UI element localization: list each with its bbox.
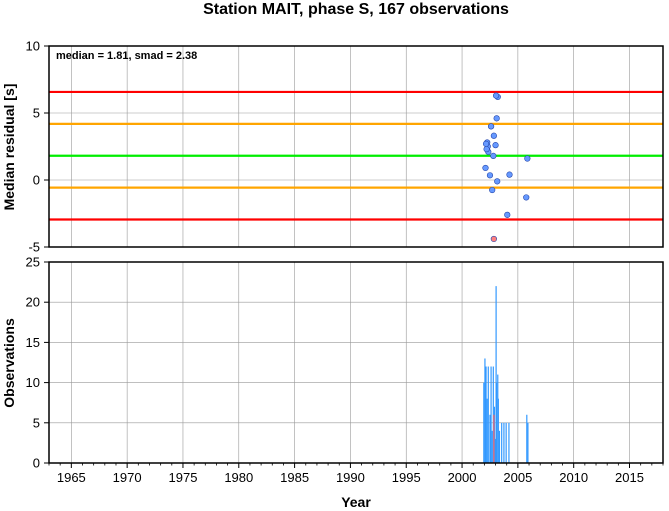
x-tick-label: 1970 <box>113 470 142 485</box>
chart-title: Station MAIT, phase S, 167 observations <box>203 1 509 18</box>
residual-point <box>482 164 489 172</box>
observations-y-tick-label: 10 <box>26 375 40 390</box>
x-axis-label: Year <box>341 494 371 510</box>
residual-panel: 10 5 0 -5 median = 1.81, smad = 2.38 Median… <box>1 39 664 255</box>
observation-bar <box>526 414 528 463</box>
observation-bar <box>486 398 488 463</box>
residual-point <box>524 155 531 162</box>
observation-bar <box>501 422 503 463</box>
observation-bar <box>498 430 501 463</box>
observation-bar <box>508 422 510 463</box>
residual-y-tick-label: 0 <box>33 173 40 188</box>
residual-point <box>489 186 496 194</box>
observation-bar <box>527 422 529 463</box>
observation-bar <box>485 366 487 463</box>
observations-plot-border <box>48 261 664 464</box>
observations-x-ticks: 1965 1970 1975 1980 1985 1990 1995 2000 2005 2010… <box>48 463 664 485</box>
median-smad-annotation: median = 1.81, smad = 2.38 <box>56 50 197 62</box>
observation-bar <box>483 382 485 463</box>
residual-y-tick-label: -5 <box>28 240 40 255</box>
residual-point <box>523 194 530 201</box>
observations-y-tick-label: 5 <box>33 415 40 430</box>
residual-reference-lines <box>49 90 663 221</box>
residual-point <box>504 211 511 218</box>
residual-point <box>494 178 501 185</box>
observation-bar <box>491 430 493 463</box>
observation-bar <box>496 382 498 463</box>
observation-bar <box>503 422 505 463</box>
residual-plot-border <box>48 45 664 248</box>
residual-y-tick-label: 5 <box>33 106 40 121</box>
residual-point <box>506 171 513 178</box>
residual-point <box>483 146 490 153</box>
observation-bar <box>487 366 489 463</box>
observations-y-ticks: 25 20 15 10 5 0 <box>26 255 49 471</box>
residual-y-ticks: 10 5 0 -5 <box>26 39 49 255</box>
x-tick-label: 2000 <box>448 470 477 485</box>
residual-point <box>487 123 495 130</box>
residual-points <box>482 92 531 243</box>
x-tick-label: 2005 <box>503 470 532 485</box>
x-tick-label: 1995 <box>392 470 421 485</box>
residual-point <box>486 172 494 179</box>
observation-bar <box>493 414 495 463</box>
residual-y-tick-label: 10 <box>26 39 40 54</box>
residual-point <box>493 92 500 99</box>
x-tick-label: 1985 <box>280 470 309 485</box>
residual-y-axis-label: Median residual [s] <box>1 84 17 211</box>
residual-point <box>482 140 490 147</box>
residual-plot-frame <box>49 46 663 247</box>
observations-y-axis-label: Observations <box>1 318 17 408</box>
x-tick-label: 2015 <box>615 470 644 485</box>
residual-point <box>492 142 499 149</box>
observation-bar <box>495 286 497 463</box>
observation-bar <box>489 414 491 463</box>
x-tick-label: 2010 <box>559 470 588 485</box>
x-tick-label: 1980 <box>224 470 253 485</box>
residual-point <box>490 152 497 159</box>
observations-y-tick-label: 25 <box>26 255 40 270</box>
observations-y-tick-label: 20 <box>26 295 40 310</box>
observation-bar <box>505 422 507 463</box>
x-tick-label: 1990 <box>336 470 365 485</box>
observations-y-tick-label: 15 <box>26 335 40 350</box>
observation-bar <box>490 366 492 463</box>
observation-bar <box>497 398 499 463</box>
observations-y-tick-label: 0 <box>33 456 40 471</box>
observations-bars <box>483 286 529 463</box>
x-tick-label: 1965 <box>57 470 86 485</box>
x-tick-label: 1975 <box>169 470 198 485</box>
residual-point <box>490 132 497 139</box>
residual-point <box>490 235 497 243</box>
residual-point <box>493 115 500 122</box>
observations-plot-frame <box>49 262 663 463</box>
observation-bar <box>484 358 486 463</box>
